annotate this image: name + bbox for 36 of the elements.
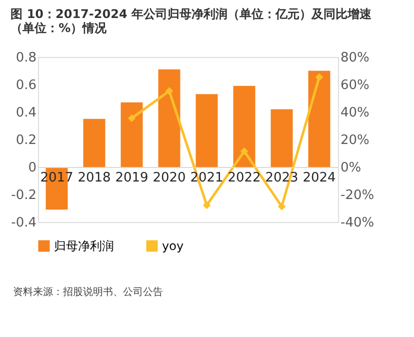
y-tick-label: 0.4 [16,106,36,120]
y-tick-label: 0.6 [16,78,36,93]
legend-label: 归母净利润 [54,239,114,253]
x-tick-label: 2018 [78,170,111,186]
bar [233,86,256,167]
point [165,87,174,95]
y2-tick-label: 20% [340,133,370,148]
x-tick-label: 2024 [302,170,336,186]
text: 资料来源：招股说明书、公司公告 [13,286,163,298]
x-tick-label: 2022 [228,170,261,186]
legend-label: yoy [162,239,184,253]
y2-tick-label: 40% [340,106,370,120]
bar [83,118,106,167]
y-tick-label: -0.2 [11,188,36,203]
point [315,73,324,81]
bar [270,109,293,167]
y-tick-label: 0.8 [16,50,36,66]
bar [158,69,180,167]
bar [196,94,218,167]
point [240,147,248,156]
x-tick-label: 2020 [152,170,186,186]
y2-tick-label: -40% [340,216,374,230]
y2-tick-label: 0% [340,160,362,176]
point [128,114,136,122]
point [278,202,286,210]
bar [308,70,330,167]
y-tick-label: -0.4 [11,216,36,230]
chart-title: 图 10：2017-2024 年公司归母净利润（单位：亿元）及同比增速（单位：%）情况 [10,7,372,35]
bar [120,102,143,167]
y-tick-label: 0 [28,160,36,176]
y2-tick-label: 80% [340,50,370,66]
x-tick-label: 2019 [115,170,148,186]
y-tick-label: 0.2 [16,133,36,148]
y2-tick-label: -20% [340,188,374,203]
y2-tick-label: 60% [340,78,370,93]
point [202,201,211,210]
